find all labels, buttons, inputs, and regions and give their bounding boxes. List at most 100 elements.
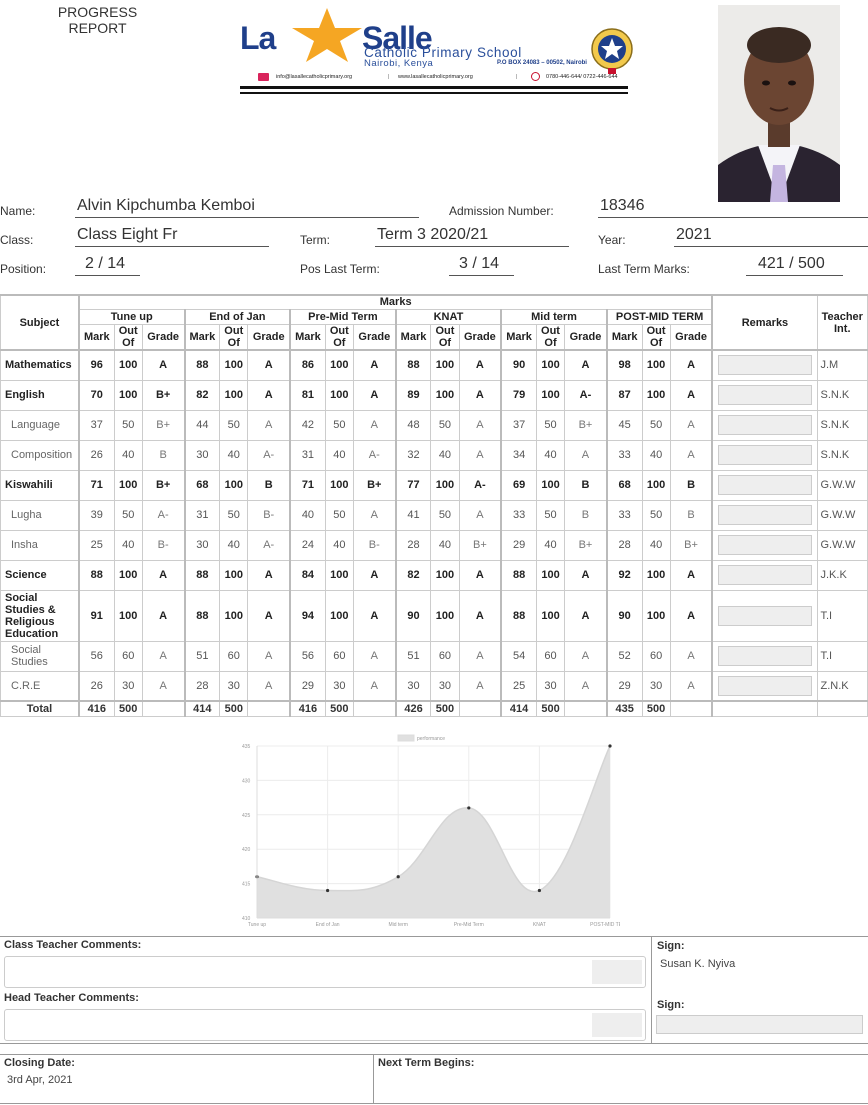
mark-cell: 54: [500, 640, 537, 672]
grade-cell: A: [141, 670, 186, 702]
grade-cell: A: [564, 670, 608, 702]
subject-row: C.R.E 26 30 A 28 30 A 29 30 A 30 30 A 25 30 A 29 30 A Z.N.K: [0, 670, 868, 702]
remarks-field[interactable]: [717, 646, 812, 666]
teacher-initials: J.M: [816, 349, 868, 381]
out-of-cell: 40: [430, 529, 460, 561]
head-teacher-sign-field[interactable]: [656, 1015, 863, 1034]
total-teacher: [816, 700, 868, 717]
report-title-line1: PROGRESS: [57, 4, 138, 20]
comments-divider: [651, 937, 652, 1043]
remarks-field[interactable]: [717, 445, 812, 465]
school-name: Catholic Primary School: [364, 45, 522, 60]
mark-column-header: Mark: [605, 323, 643, 351]
grade-cell: A: [564, 559, 608, 591]
subject-header: Subject: [0, 294, 80, 351]
subject-name: Science: [0, 559, 80, 591]
head-teacher-comments-label: Head Teacher Comments:: [4, 992, 139, 1004]
out-of-cell: 100: [535, 379, 566, 411]
total-grade: [247, 700, 291, 717]
out-of-cell: 100: [113, 379, 143, 411]
subject-name: Insha: [0, 529, 80, 561]
mark-cell: 37: [77, 409, 115, 441]
remarks-header: Remarks: [711, 294, 818, 351]
subject-row: Social Studies 56 60 A 51 60 A 56 60 A 51 60 A 54 60 A 5…: [0, 640, 868, 672]
out-of-cell: 100: [641, 559, 671, 591]
subject-name: Language: [0, 409, 80, 441]
subject-name: Social Studies: [0, 640, 80, 672]
exam-header: Mid term: [500, 308, 608, 325]
pos-last-term: 3 / 14: [449, 254, 514, 276]
remarks-field[interactable]: [717, 355, 812, 376]
exam-header: POST-MID TERM: [605, 308, 713, 325]
remarks-field[interactable]: [717, 565, 812, 585]
mark-cell: 71: [77, 469, 115, 501]
y-tick-label: 430: [242, 778, 251, 784]
remarks-field[interactable]: [717, 605, 812, 626]
total-out-of: 500: [641, 700, 671, 717]
out-of-cell: 100: [219, 589, 249, 642]
remarks-field[interactable]: [717, 475, 812, 495]
subject-name: Kiswahili: [0, 469, 80, 501]
out-of-cell: 40: [535, 529, 566, 561]
grade-cell: A: [352, 409, 397, 441]
last-term-marks-label: Last Term Marks:: [598, 262, 690, 276]
header-rule: [240, 86, 628, 89]
remarks-field[interactable]: [717, 385, 812, 405]
out-of-cell: 100: [324, 469, 354, 501]
class-teacher-comments-field[interactable]: [4, 956, 646, 988]
student-year: 2021: [674, 225, 868, 247]
out-of-cell: 60: [430, 640, 460, 672]
logo-la-text: La: [240, 20, 276, 56]
remarks-field[interactable]: [717, 535, 812, 555]
mark-cell: 30: [394, 670, 432, 702]
subject-name: English: [0, 379, 80, 411]
mark-cell: 52: [605, 640, 643, 672]
mark-cell: 28: [183, 670, 221, 702]
grade-column-header: Grade: [564, 323, 608, 351]
remarks-cell: [711, 589, 818, 642]
grade-cell: A-: [247, 529, 291, 561]
mark-cell: 45: [605, 409, 643, 441]
grade-cell: A: [458, 589, 502, 642]
x-tick-label: Mid term: [388, 922, 407, 928]
teacher-initials: S.N.K: [816, 439, 868, 471]
mark-cell: 29: [289, 670, 326, 702]
grade-cell: A: [141, 640, 186, 672]
x-tick-label: POST-MID TERM: [590, 922, 620, 928]
mark-cell: 51: [394, 640, 432, 672]
out-of-cell: 100: [641, 589, 671, 642]
total-remarks: [711, 700, 818, 717]
out-of-column-header: Out Of: [113, 323, 143, 351]
subject-name: Mathematics: [0, 349, 80, 381]
grade-cell: A: [669, 670, 713, 702]
remarks-cell: [711, 349, 818, 381]
out-of-cell: 50: [113, 409, 143, 441]
admission-label: Admission Number:: [449, 204, 554, 218]
grade-cell: A: [669, 379, 713, 411]
out-of-column-header: Out Of: [430, 323, 460, 351]
out-of-cell: 100: [113, 589, 143, 642]
out-of-cell: 30: [324, 670, 354, 702]
remarks-field[interactable]: [717, 505, 812, 525]
total-grade: [458, 700, 502, 717]
out-of-cell: 40: [430, 439, 460, 471]
total-grade: [669, 700, 713, 717]
total-mark: 416: [77, 700, 115, 717]
position-label: Position:: [0, 262, 47, 276]
out-of-cell: 60: [641, 640, 671, 672]
y-tick-label: 425: [242, 813, 251, 819]
y-tick-label: 420: [242, 847, 251, 853]
out-of-cell: 40: [324, 529, 354, 561]
remarks-field[interactable]: [717, 415, 812, 435]
remarks-field[interactable]: [717, 675, 812, 696]
subject-row: Composition 26 40 B 30 40 A- 31 40 A- 32 40 A 34 40 A 33…: [0, 439, 868, 471]
mark-cell: 31: [289, 439, 326, 471]
report-title-line2: REPORT: [68, 20, 127, 36]
head-teacher-comments-field[interactable]: [4, 1009, 646, 1041]
out-of-cell: 40: [641, 529, 671, 561]
out-of-cell: 100: [219, 559, 249, 591]
out-of-cell: 100: [535, 469, 566, 501]
out-of-cell: 60: [324, 640, 354, 672]
remarks-cell: [711, 379, 818, 411]
out-of-column-header: Out Of: [641, 323, 671, 351]
